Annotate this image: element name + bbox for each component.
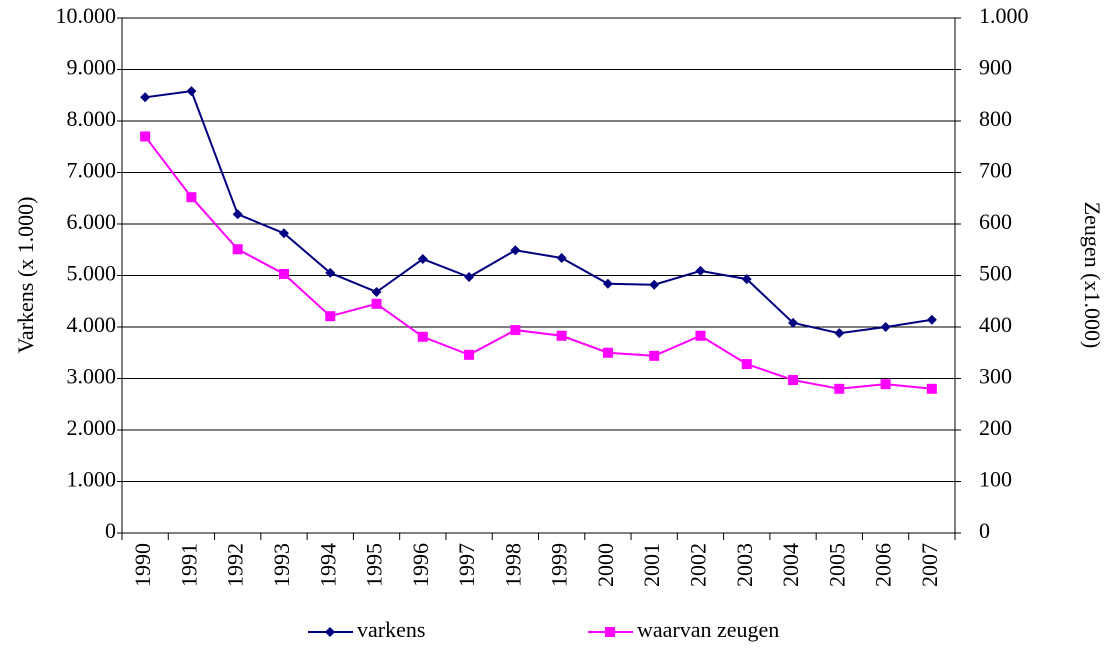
x-tick-label: 2004 [778,543,803,587]
x-tick-label: 1997 [454,543,479,587]
y2-tick-label: 700 [979,158,1012,183]
data-point [417,254,428,265]
x-tick-label: 1992 [223,543,248,587]
legend-marker [325,627,335,637]
data-point [602,278,613,289]
y-tick-label: 1.000 [67,467,117,492]
y-tick-label: 9.000 [67,55,117,80]
y-tick-label: 5.000 [67,261,117,286]
data-point [834,328,845,339]
y2-tick-label: 100 [979,467,1012,492]
data-point [695,330,706,341]
y-tick-label: 4.000 [67,312,117,337]
x-tick-label: 2001 [639,543,664,587]
x-tick-label: 1993 [269,543,294,587]
x-tick-label: 1999 [547,543,572,587]
data-point [417,331,428,342]
y2-tick-label: 600 [979,209,1012,234]
data-point [880,379,891,390]
data-point [278,268,289,279]
series-line [145,90,933,335]
data-point [649,279,660,290]
data-point [695,265,706,276]
legend-marker [605,627,615,637]
data-point [556,330,567,341]
data-point [140,92,151,103]
y-tick-label: 3.000 [67,364,117,389]
y2-tick-label: 500 [979,261,1012,286]
data-point [510,325,521,336]
x-tick-label: 2005 [824,543,849,587]
y-tick-label: 10.000 [56,3,117,28]
data-point [371,298,382,309]
x-tick-label: 1996 [408,543,433,587]
data-point [464,272,475,283]
x-tick-label: 2003 [732,543,757,587]
x-tick-label: 2007 [917,543,942,587]
x-tick-label: 1995 [362,543,387,587]
data-point [926,314,937,325]
legend-label: waarvan zeugen [637,617,779,642]
series-line [144,135,932,390]
data-point [371,286,382,297]
y2-axis-label: Zeugen (x1.000) [1080,202,1105,349]
data-point [140,131,151,142]
y-tick-label: 8.000 [67,106,117,131]
data-point [510,245,521,256]
data-point [788,317,799,328]
y2-tick-label: 300 [979,364,1012,389]
x-tick-label: 1994 [315,543,340,587]
x-tick-label: 2002 [686,543,711,587]
data-point [834,383,845,394]
data-point [278,228,289,239]
data-point [788,375,799,386]
data-point [926,383,937,394]
y2-tick-label: 400 [979,312,1012,337]
data-point [880,322,891,332]
data-point [325,311,336,322]
data-point [464,349,475,360]
data-point [186,192,197,203]
x-tick-label: 2006 [871,543,896,587]
data-point [741,274,752,285]
x-tick-label: 1991 [176,543,201,587]
data-point [232,209,243,220]
y-tick-label: 0 [105,518,116,543]
y2-tick-label: 1.000 [979,3,1029,28]
data-point [186,86,197,97]
x-tick-label: 1990 [130,543,155,587]
y2-tick-label: 900 [979,55,1012,80]
y-tick-label: 6.000 [67,209,117,234]
y-tick-label: 7.000 [67,158,117,183]
data-point [602,347,613,358]
data-point [741,359,752,370]
x-tick-label: 2000 [593,543,618,587]
y2-tick-label: 200 [979,415,1012,440]
data-point [232,244,243,255]
legend-label: varkens [357,617,425,642]
data-point [325,267,336,278]
data-point [649,350,660,361]
y2-tick-label: 0 [979,518,990,543]
y-tick-label: 2.000 [67,415,117,440]
data-point [556,252,567,263]
y-axis-label: Varkens (x 1.000) [13,196,38,353]
y2-tick-label: 800 [979,106,1012,131]
x-tick-label: 1998 [500,543,525,587]
